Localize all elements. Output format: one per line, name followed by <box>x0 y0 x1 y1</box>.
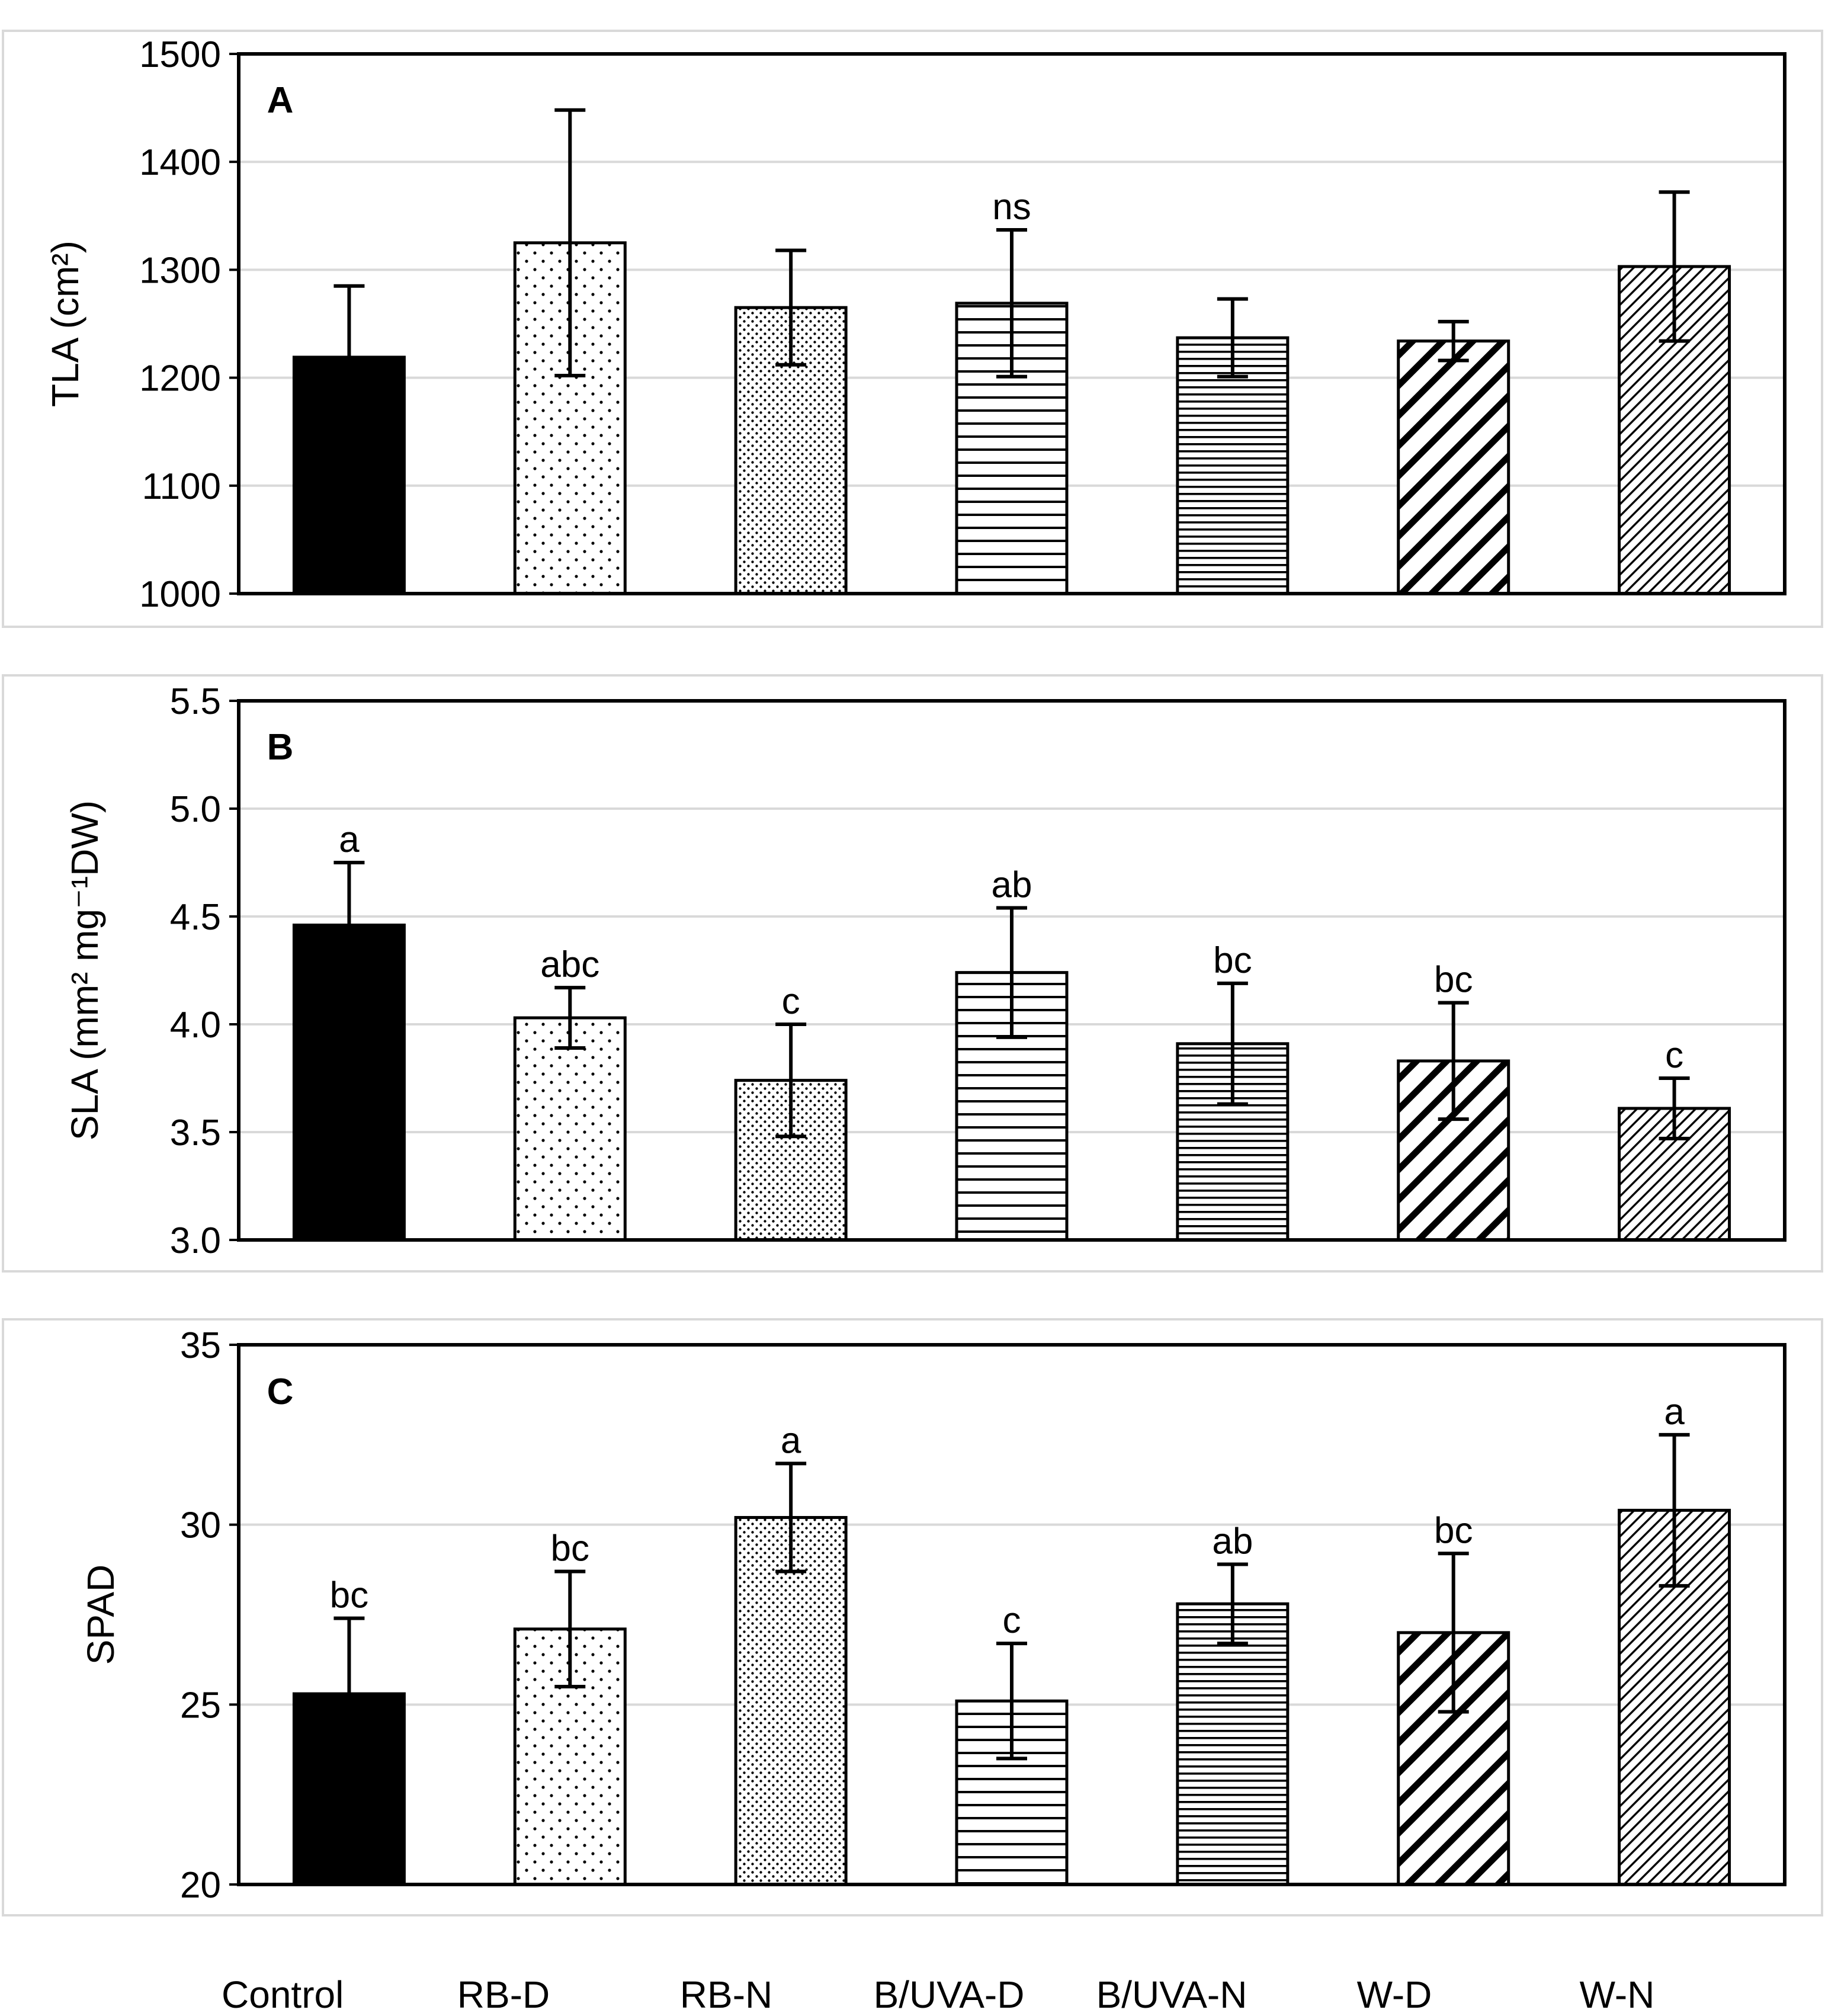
x-axis-label-rb-d: RB-D <box>457 1973 550 2016</box>
panel-c-significance-letter: a <box>1664 1392 1685 1432</box>
panel-a-y-axis-title: TLA (cm²) <box>44 241 86 407</box>
panel-b-plot-border <box>237 699 1786 1242</box>
panel-a-ytick-label: 1200 <box>139 358 221 399</box>
panel-b-ytick-label: 4.5 <box>170 897 221 938</box>
panel-c-bar <box>1176 1602 1290 1886</box>
panel-c-y-axis-title: SPAD <box>79 1565 122 1665</box>
panel-b-ytick-label: 5.5 <box>170 681 221 722</box>
panel-a-plot-border <box>237 52 1786 595</box>
panel-c-significance-letter: bc <box>330 1575 368 1616</box>
panel-c-significance-letter: ab <box>1212 1521 1253 1562</box>
x-axis-label-b-uva-n: B/UVA-N <box>1096 1973 1247 2016</box>
panel-b-significance-letter: c <box>782 981 800 1022</box>
panel-b-y-axis-title: SLA (mm² mg⁻¹DW) <box>63 800 106 1140</box>
panel-c-label: C <box>267 1371 294 1412</box>
panel-c-significance-letter: c <box>1003 1600 1021 1641</box>
panel-b-ytick-label: 3.0 <box>170 1220 221 1261</box>
panel-c-significance-letter: a <box>781 1420 801 1461</box>
panel-c-ytick-label: 35 <box>180 1325 221 1366</box>
panel-b-ytick-label: 3.5 <box>170 1113 221 1153</box>
panel-c-ytick-label: 25 <box>180 1685 221 1726</box>
panel-b-significance-letter: c <box>1665 1035 1683 1076</box>
panel-b-bar <box>513 1016 627 1242</box>
x-axis-label-b-uva-d: B/UVA-D <box>873 1973 1025 2016</box>
panel-b-ytick-label: 4.0 <box>170 1005 221 1046</box>
panel-a-ytick-label: 1500 <box>139 34 221 75</box>
panel-a-ytick-label: 1300 <box>139 250 221 291</box>
panel-c-ytick-label: 30 <box>180 1505 221 1546</box>
panel-b-significance-letter: abc <box>540 944 599 985</box>
x-axis-label-w-d: W-D <box>1356 1973 1432 2016</box>
panel-b-significance-letter: ab <box>992 864 1032 905</box>
panel-a-ytick-label: 1000 <box>139 574 221 615</box>
panel-b-significance-letter: a <box>339 819 360 860</box>
panel-a-ytick-label: 1100 <box>142 466 221 507</box>
x-axis-label-w-n: W-N <box>1579 1973 1655 2016</box>
panel-b-label: B <box>267 727 294 768</box>
panel-c-significance-letter: bc <box>551 1528 589 1569</box>
panel-c-significance-letter: bc <box>1434 1510 1473 1551</box>
panel-c-ytick-label: 20 <box>180 1865 221 1906</box>
x-axis-label-rb-n: RB-N <box>679 1973 773 2016</box>
panel-a-significance-letter: ns <box>992 187 1031 227</box>
panel-a-label: A <box>267 80 294 121</box>
panel-a-ytick-label: 1400 <box>139 142 221 183</box>
panel-b-ytick-label: 5.0 <box>170 789 221 830</box>
x-axis-label-control: Control <box>222 1973 344 2016</box>
panel-c-bar <box>734 1516 848 1886</box>
panel-a-bar <box>1397 339 1510 595</box>
panel-b-significance-letter: bc <box>1434 960 1473 1001</box>
panel-b-significance-letter: bc <box>1213 940 1252 981</box>
panel-c-plot-border <box>237 1343 1786 1886</box>
